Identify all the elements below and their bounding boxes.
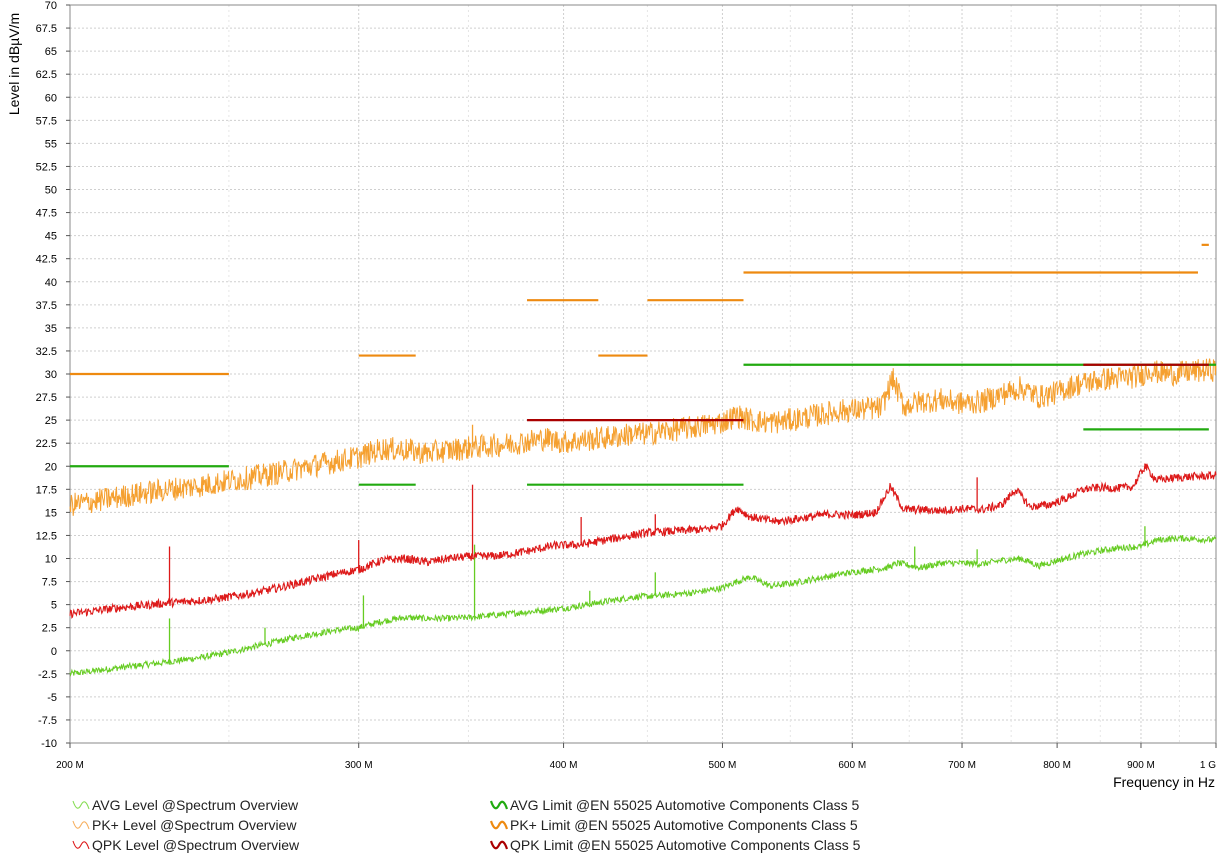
legend: AVG Level @Spectrum Overview PK+ Level @S…	[0, 795, 1222, 861]
y-tick-label: 55	[45, 138, 57, 150]
legend-swatch-icon	[72, 820, 90, 830]
legend-label: QPK Level @Spectrum Overview	[92, 837, 300, 853]
legend-swatch-icon	[72, 800, 90, 810]
y-tick-label: 42.5	[36, 254, 57, 266]
legend-label: AVG Limit @EN 55025 Automotive Component…	[510, 797, 860, 813]
legend-item: PK+ Limit @EN 55025 Automotive Component…	[490, 815, 858, 835]
y-tick-label: 0	[51, 646, 57, 658]
y-tick-label: -2.5	[38, 669, 57, 681]
x-tick-label: 200 M	[56, 760, 84, 771]
legend-item: QPK Limit @EN 55025 Automotive Component…	[490, 835, 860, 855]
legend-label: PK+ Level @Spectrum Overview	[92, 817, 297, 833]
x-tick-label: 1 G	[1200, 760, 1216, 771]
x-tick-label: 900 M	[1127, 760, 1155, 771]
legend-swatch-icon	[490, 840, 508, 850]
x-tick-label: 300 M	[345, 760, 373, 771]
trace-line	[69, 358, 1217, 516]
limit-qpk	[527, 363, 1209, 422]
y-tick-label: 67.5	[36, 23, 57, 35]
y-tick-label: 10	[45, 554, 57, 566]
y-tick-label: 22.5	[36, 438, 57, 450]
y-tick-label: 25	[45, 415, 57, 427]
y-tick-label: 70	[45, 0, 57, 12]
y-tick-label: 30	[45, 369, 57, 381]
legend-item: PK+ Level @Spectrum Overview	[72, 815, 296, 835]
y-tick-label: 17.5	[36, 484, 57, 496]
y-tick-label: 35	[45, 323, 57, 335]
y-tick-label: 47.5	[36, 208, 57, 220]
y-tick-label: 2.5	[42, 623, 57, 635]
legend-item: QPK Level @Spectrum Overview	[72, 835, 299, 855]
x-tick-label: 500 M	[709, 760, 737, 771]
emc-spectrum-chart: -10-7.5-5-2.502.557.51012.51517.52022.52…	[6, 0, 1217, 790]
y-tick-label: 62.5	[36, 69, 57, 81]
limit-pkplus	[70, 243, 1209, 376]
legend-swatch-icon	[72, 840, 90, 850]
y-axis-label: Level in dBµV/m	[6, 13, 22, 115]
y-tick-label: 7.5	[42, 577, 57, 589]
y-tick-label: 5	[51, 600, 57, 612]
y-tick-label: 12.5	[36, 530, 57, 542]
y-tick-label: 65	[45, 46, 57, 58]
trace-line	[69, 462, 1217, 619]
series-avg-level	[69, 526, 1217, 677]
y-tick-label: 27.5	[36, 392, 57, 404]
legend-label: AVG Level @Spectrum Overview	[92, 797, 299, 813]
legend-item: AVG Limit @EN 55025 Automotive Component…	[490, 795, 859, 815]
y-tick-label: 40	[45, 277, 57, 289]
series-qpk-level	[69, 462, 1217, 619]
x-tick-label: 700 M	[948, 760, 976, 771]
series-pkplus-level	[69, 358, 1217, 516]
legend-item: AVG Level @Spectrum Overview	[72, 795, 298, 815]
x-axis-ticks: 200 M 300 M 400 M 500 M 600 M 700 M 800 M 900 M…	[56, 743, 1217, 771]
y-tick-label: 32.5	[36, 346, 57, 358]
y-tick-label: 50	[45, 185, 57, 197]
series-group	[69, 243, 1217, 677]
y-tick-label: 57.5	[36, 115, 57, 127]
legend-swatch-icon	[490, 800, 508, 810]
y-tick-label: 20	[45, 461, 57, 473]
trace-line	[69, 534, 1217, 677]
legend-label: PK+ Limit @EN 55025 Automotive Component…	[510, 817, 858, 833]
y-tick-label: 52.5	[36, 161, 57, 173]
y-tick-label: -5	[47, 692, 57, 704]
y-tick-label: 60	[45, 92, 57, 104]
x-tick-label: 800 M	[1043, 760, 1071, 771]
y-tick-label: 37.5	[36, 300, 57, 312]
x-axis-label: Frequency in Hz	[1113, 774, 1215, 790]
legend-swatch-icon	[490, 820, 508, 830]
grid	[69, 4, 1217, 744]
y-axis-ticks: -10-7.5-5-2.502.557.51012.51517.52022.52…	[36, 0, 70, 750]
legend-label: QPK Limit @EN 55025 Automotive Component…	[510, 837, 861, 853]
y-tick-label: 15	[45, 507, 57, 519]
y-tick-label: -10	[41, 738, 57, 750]
y-tick-label: -7.5	[38, 715, 57, 727]
x-tick-label: 400 M	[550, 760, 578, 771]
y-tick-label: 45	[45, 231, 57, 243]
x-tick-label: 600 M	[838, 760, 866, 771]
